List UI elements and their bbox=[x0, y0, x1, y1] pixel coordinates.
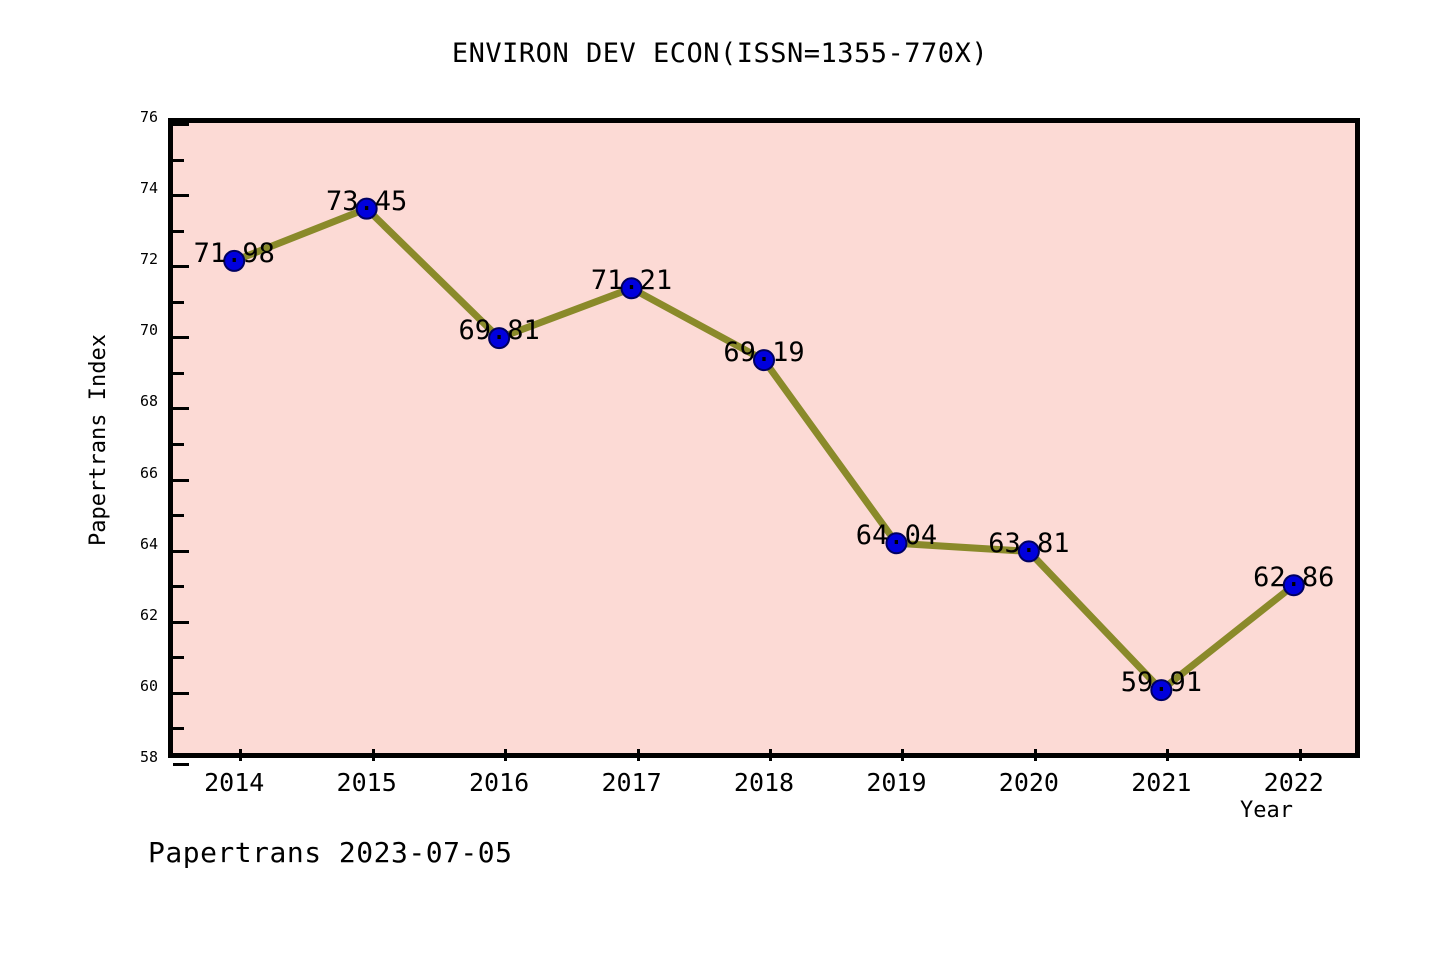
x-axis-tick bbox=[636, 749, 640, 761]
y-axis-tick-minor bbox=[173, 727, 184, 731]
x-axis-tick bbox=[769, 749, 772, 761]
y-axis-tick-label: 64 bbox=[139, 534, 158, 553]
y-axis-tick-label: 72 bbox=[139, 250, 158, 269]
y-axis-tick-major bbox=[173, 265, 189, 269]
y-axis-tick-minor bbox=[173, 300, 184, 304]
y-axis-tick-label: 62 bbox=[139, 605, 158, 624]
y-axis-tick-major bbox=[173, 691, 189, 695]
chart-title: ENVIRON DEV ECON(ISSN=1355-770X) bbox=[451, 38, 989, 69]
x-axis-title: Year bbox=[1240, 798, 1293, 823]
y-axis-tick-major bbox=[173, 549, 189, 553]
data-point-label: 59.91 bbox=[1120, 667, 1202, 699]
x-axis-tick bbox=[1166, 749, 1170, 761]
x-axis-tick-label: 2019 bbox=[866, 768, 927, 797]
y-axis-tick-minor bbox=[173, 443, 184, 446]
y-axis-tick-label: 76 bbox=[139, 108, 158, 126]
x-axis-tick-label: 2015 bbox=[336, 768, 397, 797]
y-axis-tick-label: 70 bbox=[139, 321, 158, 340]
y-axis-tick-major bbox=[173, 620, 189, 624]
x-axis-tick-label: 2014 bbox=[204, 768, 265, 797]
x-axis-tick-label: 2017 bbox=[601, 768, 662, 797]
y-axis-tick-minor bbox=[173, 656, 184, 660]
x-axis-tick bbox=[504, 749, 508, 761]
y-axis-tick-label: 60 bbox=[139, 676, 158, 695]
x-axis-tick bbox=[239, 749, 243, 761]
plot-inner bbox=[173, 123, 1355, 766]
y-axis-tick-minor bbox=[173, 585, 184, 589]
y-axis-tick-label: 74 bbox=[139, 179, 158, 198]
y-axis-tick-minor bbox=[173, 514, 184, 518]
y-axis-tick-major bbox=[173, 336, 189, 340]
data-point-label: 73.45 bbox=[326, 185, 408, 217]
data-point-label: 69.81 bbox=[458, 315, 540, 347]
y-axis-tick-major bbox=[173, 478, 189, 482]
x-axis-tick bbox=[1033, 749, 1037, 761]
x-axis-tick-label: 2018 bbox=[733, 768, 795, 797]
data-point-label: 64.04 bbox=[855, 520, 938, 552]
y-axis-tick-minor bbox=[173, 371, 184, 375]
y-axis-tick-major bbox=[173, 194, 189, 198]
x-axis-tick-label: 2020 bbox=[998, 768, 1059, 797]
data-point-label: 69.19 bbox=[723, 337, 805, 369]
data-point-label: 62.86 bbox=[1253, 562, 1335, 594]
data-point-label: 71.98 bbox=[193, 237, 275, 269]
y-axis-tick-label: 58 bbox=[139, 748, 158, 766]
x-axis-tick-label: 2021 bbox=[1131, 768, 1192, 797]
y-axis-tick-minor bbox=[173, 158, 184, 162]
footer-note: Papertrans 2023-07-05 bbox=[148, 836, 513, 869]
y-axis-title: Papertrans Index bbox=[86, 334, 111, 546]
data-point-label: 63.81 bbox=[988, 528, 1070, 560]
y-axis-tick-label: 66 bbox=[139, 463, 158, 482]
y-axis-tick-label: 68 bbox=[139, 392, 158, 411]
y-axis-tick-minor bbox=[173, 229, 184, 233]
x-axis-tick-label: 2016 bbox=[469, 768, 530, 797]
x-axis-tick-label: 2022 bbox=[1263, 768, 1324, 797]
x-axis-tick bbox=[901, 749, 905, 761]
x-axis-tick bbox=[371, 749, 375, 761]
y-axis-tick-major bbox=[173, 123, 189, 126]
data-point-label: 71.21 bbox=[590, 265, 673, 297]
x-axis-tick bbox=[1298, 749, 1302, 761]
y-axis-tick-major bbox=[173, 763, 189, 766]
y-axis-tick-major bbox=[173, 407, 189, 411]
